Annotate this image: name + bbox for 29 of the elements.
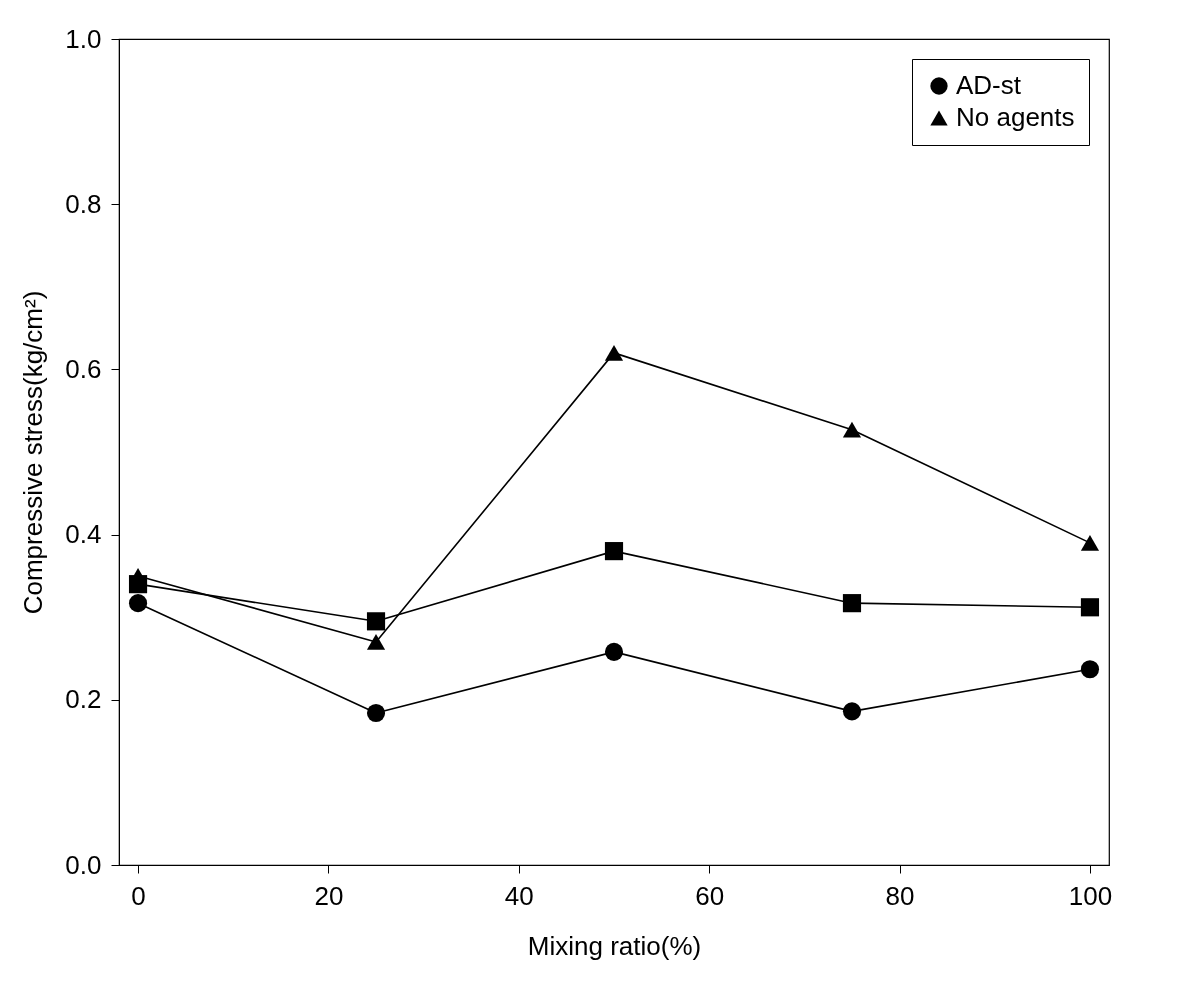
- x-tick-label: 20: [314, 880, 344, 911]
- x-tick-label: 60: [695, 880, 725, 911]
- x-tick-label: 40: [504, 880, 534, 911]
- y-tick-label: 0.0: [65, 849, 102, 880]
- legend-label: AD-st: [956, 70, 1022, 100]
- y-tick-label: 0.6: [65, 353, 102, 384]
- point: [842, 421, 862, 438]
- point: [842, 702, 862, 721]
- point: [604, 542, 624, 561]
- legend-label: No agents: [956, 102, 1075, 132]
- point: [604, 345, 624, 361]
- point: [128, 594, 148, 613]
- point: [1080, 534, 1100, 551]
- x-tick-label: 100: [1068, 880, 1113, 911]
- point: [1080, 598, 1100, 617]
- point: [604, 642, 624, 661]
- point: [1080, 660, 1100, 679]
- x-tick-label: 0: [131, 880, 146, 911]
- y-tick-label: 0.8: [65, 188, 102, 219]
- x-tick-label: 80: [885, 880, 915, 911]
- point: [366, 703, 386, 723]
- point: [366, 634, 386, 650]
- point: [366, 612, 386, 631]
- x-axis-title: Mixing ratio(%): [527, 930, 702, 961]
- y-tick-label: 1.0: [65, 23, 102, 54]
- y-axis-title: Compressive stress(kg/cm²): [18, 290, 49, 615]
- y-tick-label: 0.2: [65, 684, 102, 715]
- point: [842, 594, 862, 613]
- y-tick-label: 0.4: [65, 519, 102, 550]
